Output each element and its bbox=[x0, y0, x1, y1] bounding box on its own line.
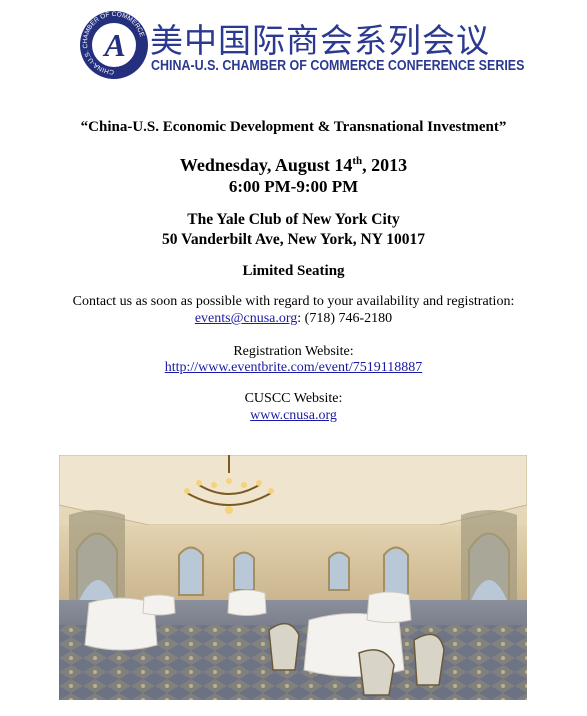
event-title: “China-U.S. Economic Development & Trans… bbox=[80, 119, 507, 135]
registration-link[interactable]: http://www.eventbrite.com/event/75191188… bbox=[164, 360, 423, 375]
registration-label: Registration Website: bbox=[233, 344, 354, 359]
email-link[interactable]: events@cnusa.org bbox=[194, 311, 298, 326]
event-date: Wednesday, August 14th, 2013 bbox=[0, 155, 587, 176]
address: 50 Vanderbilt Ave, New York, NY 10017 bbox=[162, 231, 425, 248]
cuscc-url: www.cnusa.org bbox=[0, 408, 587, 424]
cuscc-label: CUSCC Website: bbox=[244, 391, 343, 406]
date: Wednesday, August 14 bbox=[179, 155, 353, 175]
seating: Limited Seating bbox=[242, 263, 345, 279]
phone: : (718) 746-2180 bbox=[297, 311, 393, 326]
registration-url: http://www.eventbrite.com/event/75191188… bbox=[0, 360, 587, 376]
logo-inner bbox=[92, 23, 136, 67]
date-year: , 2013 bbox=[362, 155, 408, 175]
contact-line: events@cnusa.org: (718) 746-2180 bbox=[0, 311, 587, 327]
title-chinese: 美中国际商会系列会议 bbox=[150, 21, 490, 60]
date-sup: th bbox=[352, 155, 363, 167]
event-time: 6:00 PM-9:00 PM bbox=[228, 177, 359, 196]
contact-text: Contact us as soon as possible with rega… bbox=[72, 294, 515, 309]
logo: CHINA-U.S. CHAMBER OF COMMERCE A bbox=[80, 11, 148, 79]
venue: The Yale Club of New York City bbox=[187, 211, 400, 228]
title-english: CHINA-U.S. CHAMBER OF COMMERCE CONFERENC… bbox=[151, 58, 525, 74]
cuscc-link[interactable]: www.cnusa.org bbox=[250, 408, 337, 423]
ballroom-photo bbox=[59, 455, 527, 700]
logo-letter: A bbox=[102, 27, 125, 63]
